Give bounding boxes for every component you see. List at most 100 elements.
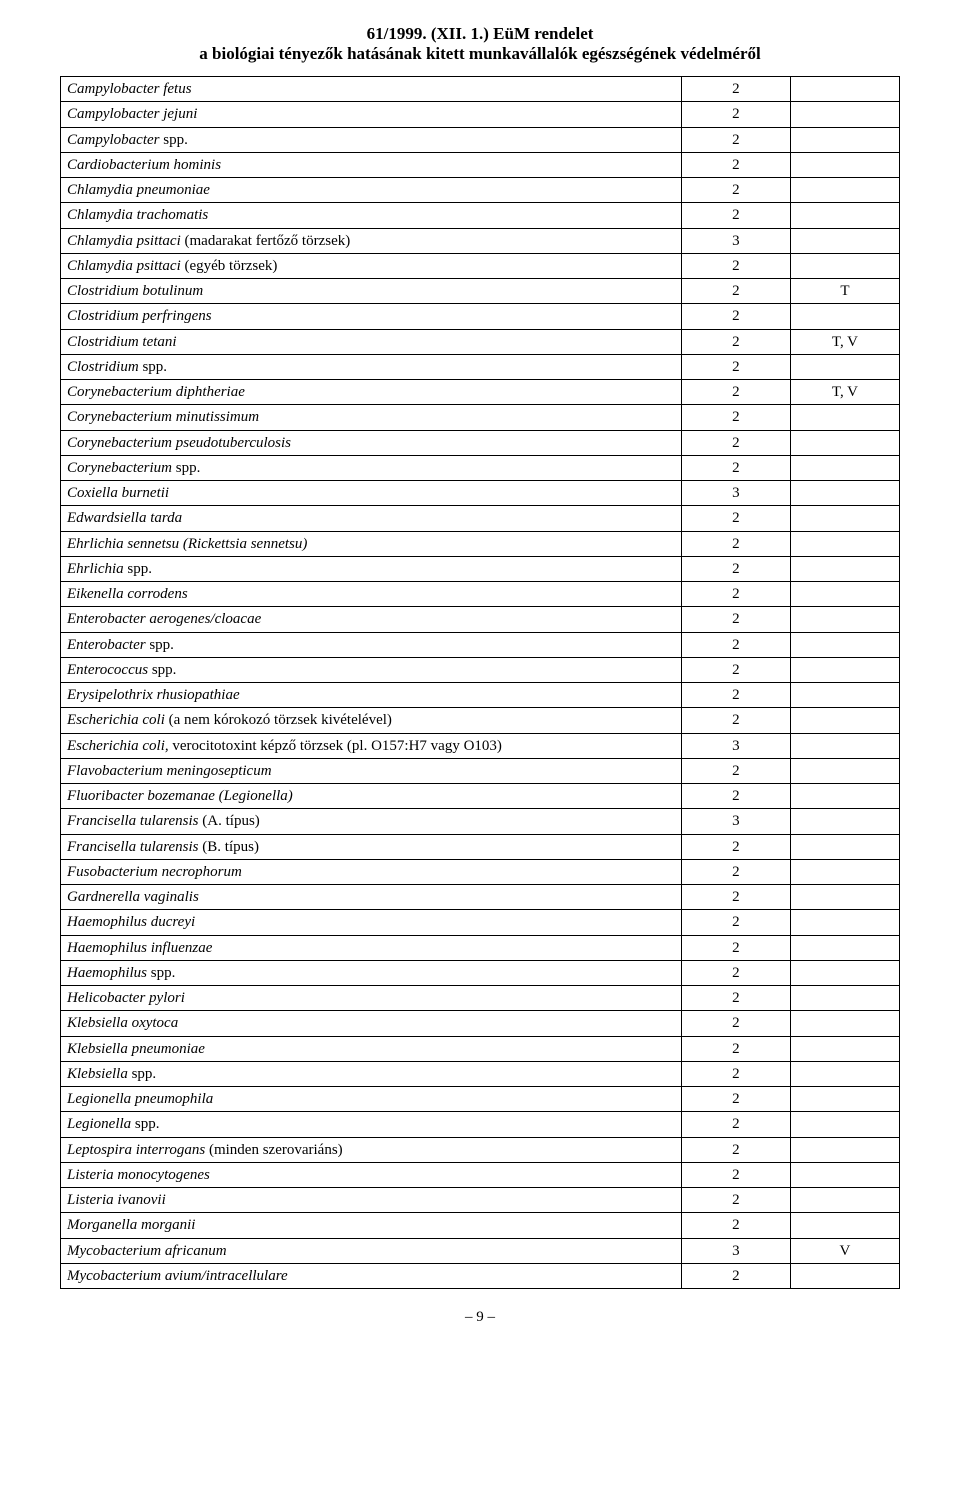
agent-value: 2 xyxy=(681,531,790,556)
agent-name: Escherichia coli (a nem kórokozó törzsek… xyxy=(61,708,682,733)
agent-name: Eikenella corrodens xyxy=(61,582,682,607)
agent-value: 2 xyxy=(681,455,790,480)
agent-value: 2 xyxy=(681,1188,790,1213)
agent-note xyxy=(790,102,899,127)
agent-value: 2 xyxy=(681,354,790,379)
agent-value: 2 xyxy=(681,556,790,581)
table-row: Ehrlichia sennetsu (Rickettsia sennetsu)… xyxy=(61,531,900,556)
agent-name: Legionella pneumophila xyxy=(61,1087,682,1112)
table-row: Fusobacterium necrophorum2 xyxy=(61,859,900,884)
table-row: Corynebacterium minutissimum2 xyxy=(61,405,900,430)
agent-note xyxy=(790,1112,899,1137)
table-row: Francisella tularensis (A. típus)3 xyxy=(61,809,900,834)
agent-note xyxy=(790,152,899,177)
table-row: Klebsiella spp.2 xyxy=(61,1061,900,1086)
agent-value: 2 xyxy=(681,1087,790,1112)
agent-value: 2 xyxy=(681,607,790,632)
table-row: Campylobacter jejuni2 xyxy=(61,102,900,127)
agent-value: 2 xyxy=(681,683,790,708)
agent-note xyxy=(790,607,899,632)
agent-value: 2 xyxy=(681,1061,790,1086)
agent-note xyxy=(790,683,899,708)
agent-note xyxy=(790,758,899,783)
table-row: Legionella spp.2 xyxy=(61,1112,900,1137)
table-row: Mycobacterium avium/intracellulare2 xyxy=(61,1263,900,1288)
agent-name: Haemophilus spp. xyxy=(61,960,682,985)
agent-note xyxy=(790,1213,899,1238)
table-row: Erysipelothrix rhusiopathiae2 xyxy=(61,683,900,708)
agent-name: Chlamydia psittaci (egyéb törzsek) xyxy=(61,253,682,278)
agent-value: 3 xyxy=(681,481,790,506)
agent-value: 2 xyxy=(681,859,790,884)
agent-name: Legionella spp. xyxy=(61,1112,682,1137)
agent-name: Klebsiella oxytoca xyxy=(61,1011,682,1036)
table-row: Clostridium botulinum2T xyxy=(61,279,900,304)
agent-note xyxy=(790,632,899,657)
table-row: Gardnerella vaginalis2 xyxy=(61,885,900,910)
agent-value: 2 xyxy=(681,1213,790,1238)
agent-name: Mycobacterium avium/intracellulare xyxy=(61,1263,682,1288)
agent-note xyxy=(790,1011,899,1036)
agent-note xyxy=(790,556,899,581)
table-row: Listeria ivanovii2 xyxy=(61,1188,900,1213)
table-row: Enterobacter aerogenes/cloacae2 xyxy=(61,607,900,632)
agent-note xyxy=(790,178,899,203)
table-row: Enterobacter spp.2 xyxy=(61,632,900,657)
table-row: Ehrlichia spp.2 xyxy=(61,556,900,581)
agent-name: Listeria ivanovii xyxy=(61,1188,682,1213)
agent-note xyxy=(790,1162,899,1187)
agent-note xyxy=(790,253,899,278)
agent-value: 2 xyxy=(681,203,790,228)
agent-value: 2 xyxy=(681,506,790,531)
agent-note xyxy=(790,935,899,960)
agent-note: T, V xyxy=(790,380,899,405)
agent-value: 2 xyxy=(681,784,790,809)
table-row: Campylobacter spp.2 xyxy=(61,127,900,152)
agent-note xyxy=(790,405,899,430)
agent-note: T xyxy=(790,279,899,304)
agent-name: Clostridium botulinum xyxy=(61,279,682,304)
agent-note xyxy=(790,859,899,884)
agent-name: Coxiella burnetii xyxy=(61,481,682,506)
agent-name: Enterobacter spp. xyxy=(61,632,682,657)
agent-note xyxy=(790,885,899,910)
agent-note xyxy=(790,455,899,480)
table-row: Corynebacterium diphtheriae2T, V xyxy=(61,380,900,405)
agent-value: 2 xyxy=(681,127,790,152)
agent-note xyxy=(790,228,899,253)
page-number: – 9 – xyxy=(60,1309,900,1326)
table-row: Campylobacter fetus2 xyxy=(61,77,900,102)
agent-value: 2 xyxy=(681,102,790,127)
table-row: Clostridium tetani2T, V xyxy=(61,329,900,354)
agent-note xyxy=(790,304,899,329)
agent-name: Erysipelothrix rhusiopathiae xyxy=(61,683,682,708)
agent-name: Haemophilus influenzae xyxy=(61,935,682,960)
agent-name: Helicobacter pylori xyxy=(61,986,682,1011)
table-row: Helicobacter pylori2 xyxy=(61,986,900,1011)
agent-name: Flavobacterium meningosepticum xyxy=(61,758,682,783)
table-row: Corynebacterium pseudotuberculosis2 xyxy=(61,430,900,455)
agent-note xyxy=(790,910,899,935)
agent-value: 2 xyxy=(681,1112,790,1137)
agent-name: Corynebacterium diphtheriae xyxy=(61,380,682,405)
agent-name: Corynebacterium pseudotuberculosis xyxy=(61,430,682,455)
agent-value: 2 xyxy=(681,380,790,405)
agent-name: Francisella tularensis (B. típus) xyxy=(61,834,682,859)
agent-note: T, V xyxy=(790,329,899,354)
agent-name: Clostridium perfringens xyxy=(61,304,682,329)
table-row: Listeria monocytogenes2 xyxy=(61,1162,900,1187)
agent-note xyxy=(790,127,899,152)
agent-value: 2 xyxy=(681,152,790,177)
table-row: Chlamydia psittaci (egyéb törzsek)2 xyxy=(61,253,900,278)
agent-name: Enterococcus spp. xyxy=(61,657,682,682)
agent-value: 2 xyxy=(681,304,790,329)
agent-note xyxy=(790,1137,899,1162)
agent-value: 2 xyxy=(681,405,790,430)
agent-name: Escherichia coli, verocitotoxint képző t… xyxy=(61,733,682,758)
agent-value: 2 xyxy=(681,77,790,102)
agent-note xyxy=(790,1087,899,1112)
table-row: Francisella tularensis (B. típus)2 xyxy=(61,834,900,859)
agent-note xyxy=(790,1061,899,1086)
agent-name: Corynebacterium minutissimum xyxy=(61,405,682,430)
table-row: Clostridium spp.2 xyxy=(61,354,900,379)
